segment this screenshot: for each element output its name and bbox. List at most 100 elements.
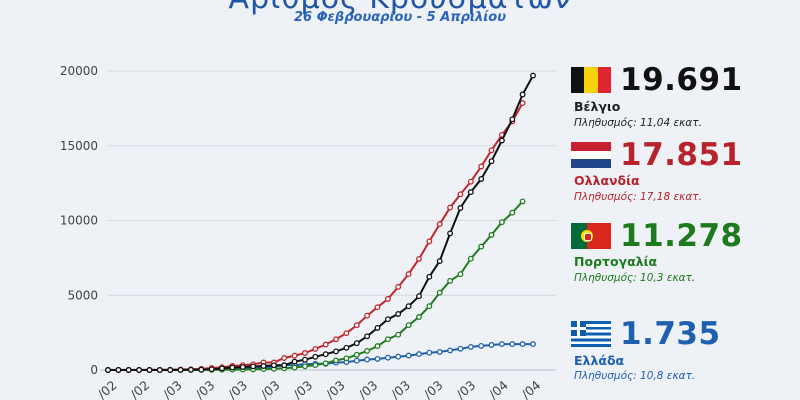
data-point bbox=[281, 355, 288, 361]
data-point bbox=[312, 353, 319, 360]
data-point bbox=[333, 336, 339, 343]
greece-country-name: Ελλάδα bbox=[574, 353, 625, 368]
data-point bbox=[530, 72, 536, 79]
data-point bbox=[374, 304, 381, 311]
data-point bbox=[447, 347, 454, 354]
belgium-case-count: 19.691 bbox=[620, 62, 743, 98]
data-point bbox=[509, 116, 516, 123]
data-point bbox=[405, 271, 412, 278]
x-tick-label: /03 bbox=[388, 377, 413, 400]
data-point bbox=[136, 367, 143, 373]
data-point bbox=[187, 366, 194, 373]
data-point bbox=[416, 351, 422, 358]
belgium-population: Πληθυσμός: 11,04 εκατ. bbox=[574, 117, 702, 129]
data-point bbox=[416, 314, 422, 320]
data-point bbox=[498, 137, 505, 144]
data-point bbox=[426, 349, 433, 356]
portugal-case-count: 11.278 bbox=[620, 218, 743, 254]
data-point bbox=[374, 343, 381, 350]
data-point bbox=[353, 351, 360, 358]
netherlands-population: Πληθυσμός: 17,18 εκατ. bbox=[574, 191, 702, 203]
netherlands-country-name: Ολλανδία bbox=[574, 173, 640, 188]
data-point bbox=[364, 333, 371, 340]
data-point bbox=[488, 342, 495, 348]
data-point bbox=[374, 324, 381, 331]
data-point bbox=[519, 198, 526, 205]
data-point bbox=[260, 363, 267, 369]
data-point bbox=[405, 303, 412, 310]
series-line bbox=[108, 75, 534, 371]
data-point bbox=[436, 348, 443, 355]
data-point bbox=[364, 356, 371, 363]
data-point bbox=[457, 271, 464, 278]
data-point bbox=[447, 230, 454, 237]
data-point bbox=[498, 219, 505, 226]
data-point bbox=[291, 352, 298, 359]
data-point bbox=[302, 363, 308, 370]
data-point bbox=[519, 91, 526, 98]
data-point bbox=[530, 341, 536, 348]
country-panel-greece: 1.735 Ελλάδα Πληθυσμός: 10,8 εκατ. bbox=[570, 317, 798, 387]
x-tick-label: /03 bbox=[160, 377, 185, 400]
data-point bbox=[478, 342, 485, 349]
x-tick-label: /03 bbox=[453, 377, 478, 400]
data-point bbox=[447, 277, 454, 284]
data-point bbox=[436, 258, 443, 265]
netherlands-flag-icon bbox=[571, 142, 611, 168]
data-point bbox=[405, 352, 412, 359]
data-point bbox=[467, 189, 474, 196]
portugal-flag-icon bbox=[571, 223, 611, 249]
data-point bbox=[156, 367, 163, 373]
data-point bbox=[519, 341, 526, 348]
series-line bbox=[108, 200, 524, 371]
data-point bbox=[208, 366, 215, 373]
page-subtitle: 26 Φεβρουαρίου - 5 Απριλίου bbox=[294, 10, 506, 25]
data-point bbox=[416, 293, 422, 300]
data-point bbox=[333, 357, 339, 364]
y-tick-label: 10000 bbox=[60, 214, 98, 228]
data-point bbox=[395, 283, 402, 290]
data-point bbox=[467, 343, 474, 350]
data-point bbox=[312, 345, 319, 352]
country-panel-netherlands: 17.851 Ολλανδία Πληθυσμός: 17,18 εκατ. bbox=[570, 138, 798, 208]
x-tick-label: /03 bbox=[192, 377, 217, 400]
data-point bbox=[426, 303, 433, 310]
data-point bbox=[198, 366, 205, 373]
data-point bbox=[177, 366, 184, 373]
data-point bbox=[302, 350, 308, 356]
belgium-flag-icon bbox=[571, 67, 611, 93]
data-point bbox=[125, 367, 132, 373]
series-line bbox=[108, 102, 524, 371]
data-point bbox=[478, 163, 485, 170]
y-tick-label: 15000 bbox=[60, 139, 98, 153]
data-point bbox=[353, 340, 360, 347]
data-point bbox=[498, 341, 505, 348]
cases-line-chart: 0 5000 10000 15000 20000/02/02/03/03/03/03/0… bbox=[60, 64, 556, 400]
x-tick-label: /03 bbox=[323, 377, 348, 400]
y-tick-label: 20000 bbox=[60, 64, 98, 78]
x-tick-label: /03 bbox=[258, 377, 283, 400]
data-point bbox=[509, 341, 516, 348]
x-tick-label: /02 bbox=[127, 377, 152, 400]
data-point bbox=[353, 357, 360, 364]
x-tick-label: /03 bbox=[290, 377, 315, 400]
data-point bbox=[416, 255, 422, 262]
data-point bbox=[105, 367, 111, 373]
data-point bbox=[343, 344, 350, 351]
data-point bbox=[457, 345, 464, 352]
portugal-population: Πληθυσμός: 10,3 εκατ. bbox=[574, 272, 696, 284]
data-point bbox=[384, 336, 391, 343]
data-point bbox=[384, 354, 391, 361]
data-point bbox=[436, 289, 443, 296]
data-point bbox=[343, 330, 350, 337]
data-point bbox=[333, 348, 339, 355]
data-point bbox=[219, 365, 225, 372]
data-point bbox=[426, 238, 433, 245]
data-point bbox=[364, 347, 371, 354]
data-point bbox=[488, 158, 495, 165]
y-tick-label: 5000 bbox=[67, 288, 98, 302]
data-point bbox=[488, 231, 495, 238]
data-point bbox=[478, 176, 485, 182]
data-point bbox=[322, 360, 329, 367]
x-tick-label: /04 bbox=[486, 377, 511, 400]
